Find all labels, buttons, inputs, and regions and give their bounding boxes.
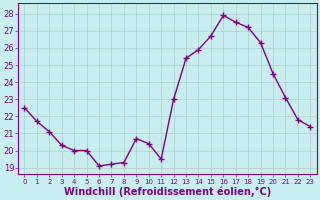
X-axis label: Windchill (Refroidissement éolien,°C): Windchill (Refroidissement éolien,°C) (64, 186, 271, 197)
